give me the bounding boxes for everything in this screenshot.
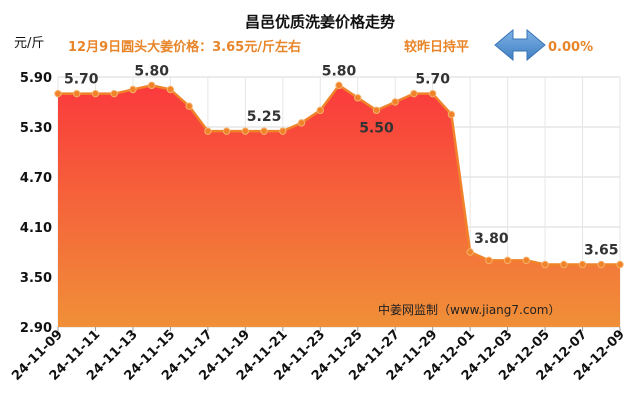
data-point [503,256,512,265]
data-label: 5.70 [415,72,450,88]
data-point [541,260,549,269]
trend-change: 0.00% [548,40,593,55]
data-point [391,98,399,106]
data-point [447,110,456,119]
price-area [58,85,620,327]
data-label: 3.80 [474,231,509,247]
data-point [597,260,605,269]
data-point [204,127,212,135]
data-point [241,127,250,135]
data-point [54,89,62,98]
data-point [372,106,381,115]
data-point [91,89,100,98]
data-point [279,127,287,135]
y-tick-label: 5.30 [20,121,52,136]
data-point [297,119,306,127]
data-label: 5.80 [134,63,169,79]
data-point [616,260,624,269]
data-point [522,256,531,265]
y-axis-label: 元/斤 [14,36,44,51]
data-label: 5.25 [247,109,282,125]
data-point [560,260,568,269]
trend-note: 较昨日持平 [404,39,469,55]
data-point [260,127,268,135]
data-point [428,89,437,98]
source-note: 中姜网监制（www.jiang7.com） [378,302,560,317]
price-note: 12月9日圆头大姜价格：3.65元/斤左右 [68,39,301,55]
data-point [129,85,137,94]
data-point [335,81,343,90]
data-point [466,248,474,256]
data-label: 5.80 [322,63,357,79]
y-tick-label: 2.90 [20,321,52,336]
double-arrow-icon [494,28,546,62]
data-point [578,260,587,269]
y-tick-label: 4.10 [20,221,52,236]
data-point [185,102,193,110]
data-label: 5.70 [64,72,99,88]
data-point [110,89,118,98]
data-point [316,106,324,115]
data-label: 3.65 [584,243,619,259]
chart-title: 昌邑优质洗姜价格走势 [245,13,395,31]
data-label: 5.50 [359,120,394,136]
data-point [147,81,156,90]
y-tick-label: 3.50 [20,271,52,286]
data-point [222,127,231,135]
y-tick-label: 4.70 [20,171,52,186]
data-point [354,94,362,102]
data-point [73,89,81,98]
data-point [410,89,418,98]
data-point [166,85,175,94]
y-tick-label: 5.90 [20,71,52,86]
data-point [485,256,493,265]
